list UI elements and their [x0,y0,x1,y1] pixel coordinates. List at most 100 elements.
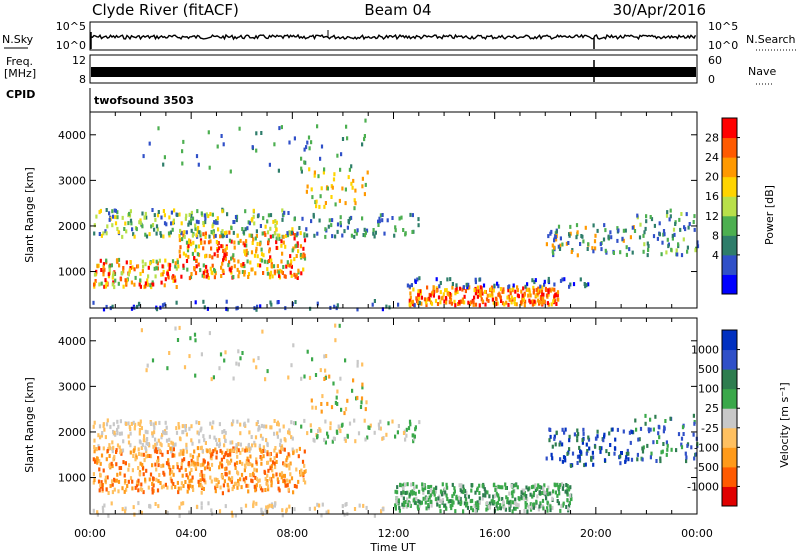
cell [341,233,344,238]
velocity-cbar-label: Velocity [m s⁻¹] [778,382,791,467]
cell [422,496,425,501]
cell [206,269,209,274]
cell [417,300,420,304]
cell [245,448,248,453]
cell [647,244,650,248]
cell [260,247,263,252]
cell [346,225,349,230]
cell [208,434,211,439]
cell [324,440,327,445]
cell [292,451,295,456]
cell [112,273,115,278]
cell [380,509,383,514]
cell [561,486,564,491]
cell [262,271,265,275]
cell [505,300,508,305]
cell [280,269,283,274]
cell [509,288,512,293]
cell [185,449,188,454]
cell [297,479,300,484]
cell [269,476,272,481]
cell [306,349,309,354]
cbar-tick-label-0: 1000 [691,344,719,357]
cell [300,169,303,174]
cbar-tick-label-5: 8 [712,229,719,242]
cell [274,465,277,470]
cell [576,438,579,443]
cell [102,423,105,428]
cell [397,302,400,307]
cell [366,435,369,440]
cell [652,427,655,432]
cell [319,156,322,161]
cell [129,476,133,481]
cell [449,499,452,504]
cell [544,286,547,291]
cell [465,503,468,508]
cell [195,219,198,224]
cell [644,421,647,426]
cell [474,291,477,296]
cell [547,492,550,497]
cell [310,428,313,433]
cell [190,438,193,443]
cell [529,502,532,507]
cell [200,484,203,489]
cell [139,218,142,223]
cell [270,263,273,268]
cell [104,478,107,483]
cell [686,249,689,254]
cell [210,508,213,513]
cell [502,500,505,505]
cell [231,487,234,492]
cell [234,466,237,470]
cell [381,307,384,312]
cell [308,375,312,380]
cell [532,493,535,498]
cell [226,453,230,458]
cell [161,303,165,308]
cell [111,490,114,495]
cell [172,447,175,452]
cell [336,303,339,308]
cell [693,227,696,232]
cell [630,457,634,462]
cell [360,400,363,405]
cell [98,424,102,429]
cell [93,231,96,236]
cell [520,494,523,499]
cell [159,441,162,446]
cell [692,413,695,418]
cell [97,479,101,484]
cell [214,271,217,276]
cell [107,513,110,518]
cell [216,253,219,258]
cell [226,482,229,487]
cell [210,246,213,251]
cell [102,307,106,312]
cell [662,232,665,237]
cell [567,241,570,245]
cell [261,436,264,441]
cell [512,489,515,494]
cell [327,509,330,514]
cell [193,266,196,271]
cell [283,473,286,478]
cell [290,435,293,440]
cell [396,490,399,495]
cell [195,264,198,269]
cell [258,443,261,448]
cell [360,396,364,401]
cell [467,300,470,305]
cell [463,501,466,506]
cell [208,234,211,239]
cell [243,249,246,254]
cell [230,458,233,463]
cell [433,492,436,497]
cell [139,461,142,466]
cell [477,506,480,511]
cell [402,501,405,505]
cell [500,299,503,303]
cell [175,266,178,271]
